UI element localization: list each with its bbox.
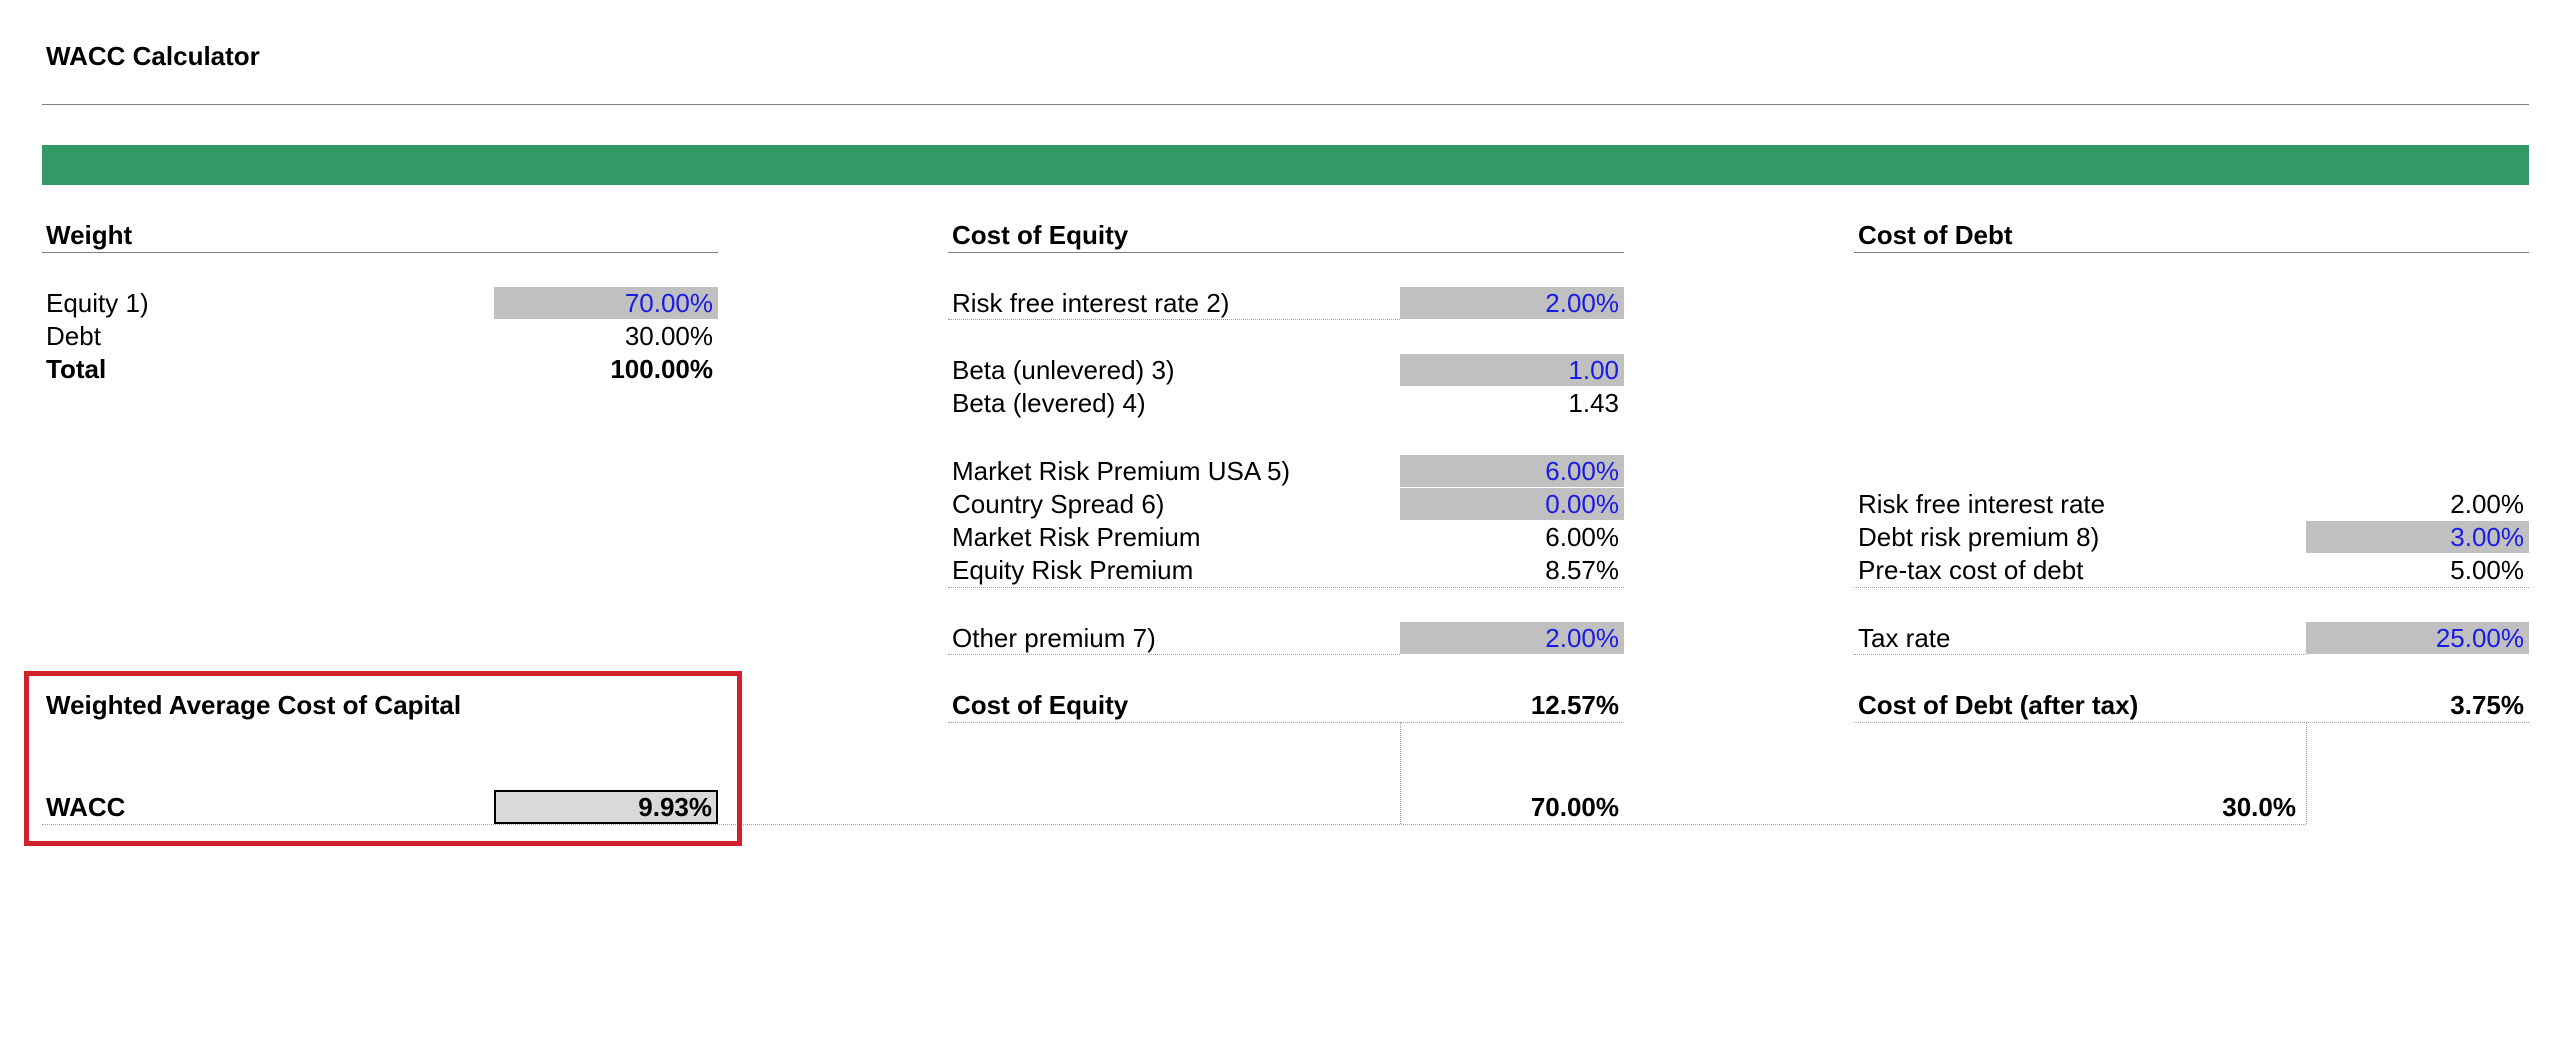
page-title: WACC Calculator	[46, 41, 260, 71]
debt-weight-value: 30.00%	[624, 321, 713, 351]
column-divider	[1400, 722, 1401, 824]
erp-label: Equity Risk Premium	[952, 555, 1194, 585]
cost-of-equity-result-label: Cost of Equity	[952, 690, 1129, 720]
mrp-label: Market Risk Premium	[952, 522, 1201, 552]
beta-levered-value: 1.43	[1568, 388, 1619, 418]
erp-value: 8.57%	[1545, 555, 1619, 585]
other-premium-label: Other premium 7)	[952, 623, 1156, 653]
row-divider	[948, 319, 1400, 320]
pretax-cost-value: 5.00%	[2450, 555, 2524, 585]
cost-of-debt-header-underline	[1854, 252, 2529, 253]
cost-of-equity-header-underline	[948, 252, 1624, 253]
mrp-usa-label: Market Risk Premium USA 5)	[952, 456, 1291, 486]
row-divider	[1854, 587, 2529, 588]
beta-unlevered-input[interactable]: 1.00	[1400, 354, 1624, 386]
mrp-value: 6.00%	[1545, 522, 1619, 552]
row-divider	[1854, 722, 2529, 723]
row-divider	[1854, 654, 2306, 655]
debt-risk-free-label: Risk free interest rate	[1858, 489, 2106, 519]
wacc-highlight-frame	[24, 671, 742, 846]
tax-rate-label: Tax rate	[1858, 623, 1951, 653]
title-divider	[42, 104, 2529, 105]
column-divider	[2306, 722, 2307, 824]
total-weight-label: Total	[46, 354, 107, 384]
tax-rate-input[interactable]: 25.00%	[2306, 622, 2529, 654]
total-weight-value: 100.00%	[610, 354, 713, 384]
beta-levered-label: Beta (levered) 4)	[952, 388, 1146, 418]
country-spread-input[interactable]: 0.00%	[1400, 488, 1624, 520]
cost-of-debt-result-value: 3.75%	[2450, 690, 2524, 720]
row-divider	[42, 824, 2306, 825]
mrp-usa-input[interactable]: 6.00%	[1400, 455, 1624, 487]
cost-of-equity-result-value: 12.57%	[1530, 690, 1619, 720]
cost-of-debt-result-label: Cost of Debt (after tax)	[1858, 690, 2139, 720]
debt-weight-label: Debt	[46, 321, 101, 351]
equity-risk-free-input[interactable]: 2.00%	[1400, 287, 1624, 319]
weight-header-underline	[42, 252, 718, 253]
pretax-cost-label: Pre-tax cost of debt	[1858, 555, 2084, 585]
wacc-result-cell[interactable]: 9.93%	[494, 790, 718, 824]
debt-risk-free-value: 2.00%	[2450, 489, 2524, 519]
equity-weight-input[interactable]: 70.00%	[494, 287, 718, 319]
row-divider	[948, 587, 1624, 588]
header-color-bar	[42, 145, 2529, 185]
wacc-section-label: Weighted Average Cost of Capital	[46, 690, 462, 720]
equity-risk-free-label: Risk free interest rate 2)	[952, 288, 1230, 318]
debt-risk-premium-label: Debt risk premium 8)	[1858, 522, 2100, 552]
row-divider	[948, 722, 1624, 723]
debt-risk-premium-input[interactable]: 3.00%	[2306, 521, 2529, 553]
beta-unlevered-label: Beta (unlevered) 3)	[952, 355, 1175, 385]
equity-weight-label: Equity 1)	[46, 288, 149, 318]
debt-weight-result: 30.0%	[2222, 792, 2296, 822]
country-spread-label: Country Spread 6)	[952, 489, 1165, 519]
other-premium-input[interactable]: 2.00%	[1400, 622, 1624, 654]
weight-header: Weight	[46, 220, 133, 250]
wacc-label: WACC	[46, 792, 126, 822]
row-divider	[948, 654, 1400, 655]
equity-weight-result: 70.00%	[1530, 792, 1619, 822]
cost-of-equity-header: Cost of Equity	[952, 220, 1129, 250]
cost-of-debt-header: Cost of Debt	[1858, 220, 2013, 250]
